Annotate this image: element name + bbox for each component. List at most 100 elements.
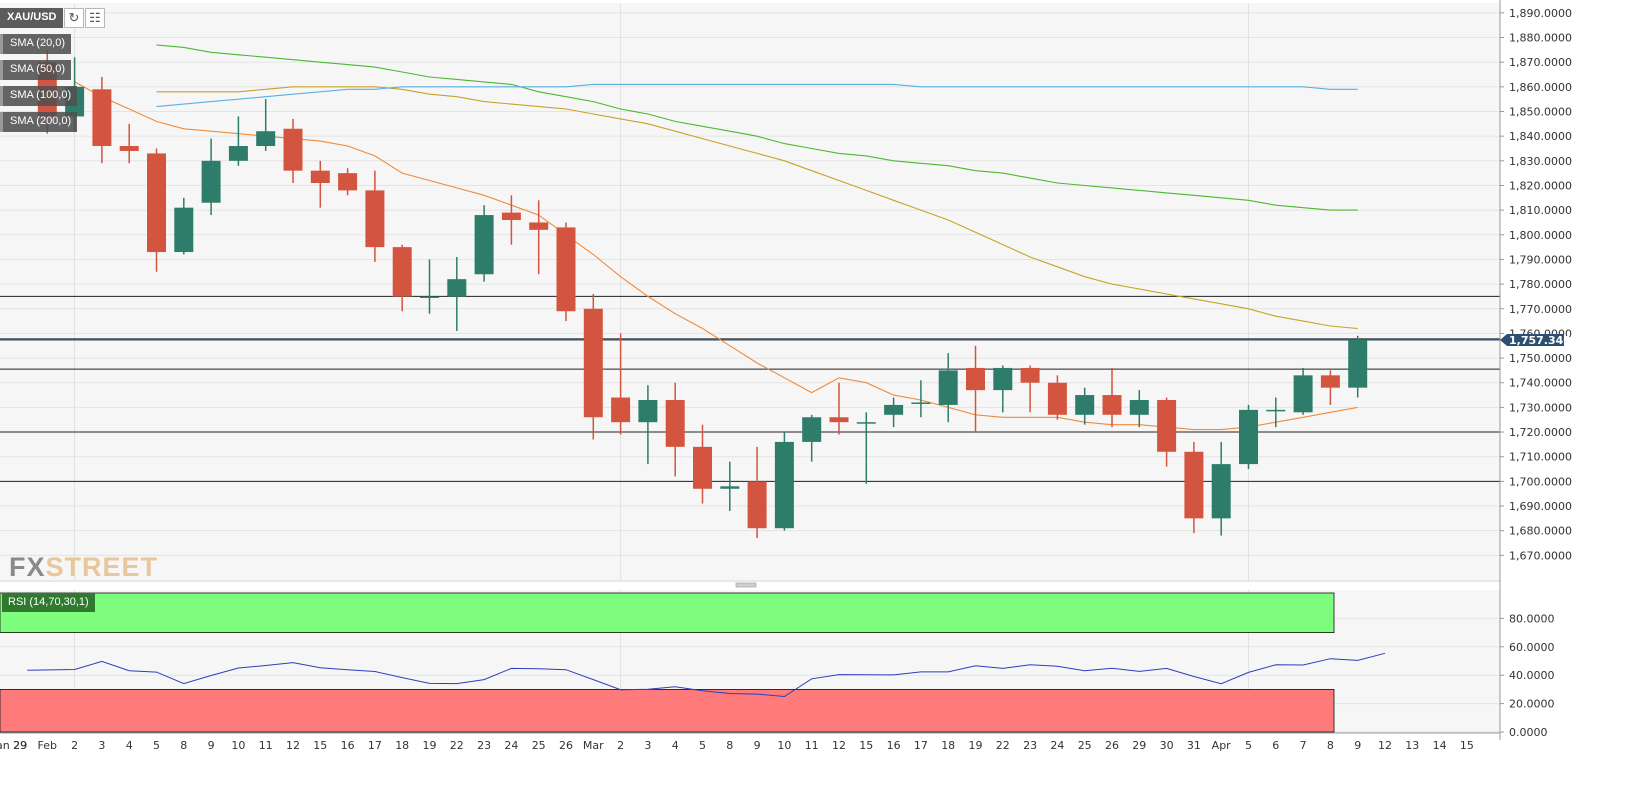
candle-body [993,367,1013,391]
date-tick-label: 15 [859,739,873,752]
candle [474,205,494,282]
price-tick-label: 1,850.0000 [1509,105,1572,118]
rsi-tick-label: 40.0000 [1509,669,1555,682]
symbol-label[interactable]: XAU/USD [0,8,63,28]
date-tick-label: 12 [832,739,846,752]
candle [774,432,794,531]
candle-body [174,207,194,253]
candle [119,123,139,164]
price-tick-label: 1,710.0000 [1509,451,1572,464]
date-tick-label: 3 [644,739,651,752]
date-tick-label: an 29 [0,739,27,752]
candle-body [1102,395,1122,415]
date-tick-label: 2 [71,739,78,752]
sma-100-line [156,44,1358,211]
price-tick-label: 1,770.0000 [1509,303,1572,316]
sma-20-label[interactable]: SMA (20,0) [0,34,72,54]
date-tick-label: 15 [1460,739,1474,752]
candle-body [693,446,712,489]
candle-body [474,215,494,275]
candle [747,446,767,539]
last-price-tag [1500,333,1564,346]
candle [1211,441,1231,536]
date-tick-label: 18 [395,739,409,752]
candle-body [966,367,985,391]
date-tick-label: 25 [532,739,546,752]
candle-body [256,131,276,147]
price-tick-label: 1,700.0000 [1509,475,1572,488]
price-tick-label: 1,730.0000 [1509,401,1572,414]
candle-body [310,170,330,184]
date-tick-label: 19 [969,739,983,752]
date-tick-label: 23 [1023,739,1037,752]
rsi-overbought-zone [0,592,1335,633]
candle-body [501,212,521,220]
date-tick-label: 19 [423,739,437,752]
candle [92,76,112,164]
date-tick-label: 26 [559,739,573,752]
candle [529,200,549,275]
sma-100-label[interactable]: SMA (100,0) [0,86,78,106]
fxstreet-logo: FXSTREET [9,552,159,582]
candle [638,385,658,465]
candle [420,259,439,314]
candle-body [119,146,139,151]
refresh-icon[interactable]: ↻ [64,8,84,28]
date-tick-label: 4 [672,739,679,752]
candle [1047,375,1067,420]
price-tick-label: 1,810.0000 [1509,204,1572,217]
candle [1129,390,1149,428]
candle [966,345,985,433]
candle [993,365,1013,413]
price-tick-label: 1,780.0000 [1509,278,1572,291]
date-tick-label: 4 [126,739,133,752]
date-tick-label: 17 [914,739,928,752]
date-tick-label: 10 [231,739,245,752]
candle-body [1129,399,1149,415]
date-tick-label: 5 [153,739,160,752]
candle [829,382,849,435]
date-tick-label: 5 [699,739,706,752]
candle-body [938,370,958,405]
price-tick-label: 1,720.0000 [1509,426,1572,439]
candle [802,414,822,462]
candle-body [747,481,767,529]
candle-body [611,397,631,423]
candle [256,99,276,151]
candle-body [447,279,467,297]
candle-body [556,227,576,312]
candle-body [201,160,221,203]
rsi-label[interactable]: RSI (14,70,30,1) [2,593,95,612]
date-tick-label: 12 [286,739,300,752]
pane-resize-handle [735,582,757,588]
chart-settings-icon[interactable]: ☷ [85,8,105,28]
candle [665,382,685,477]
candle [283,118,303,184]
rsi-tick-label: 60.0000 [1509,641,1555,654]
rsi-line [27,652,1386,698]
date-tick-label: 11 [805,739,819,752]
candle [884,397,904,428]
date-tick-label: Mar [583,739,604,752]
candle [1239,404,1258,470]
candle-body [884,404,904,415]
candle [310,160,330,208]
candle [1320,370,1340,405]
candle [556,222,576,322]
candle [1293,367,1313,415]
price-tick-label: 1,840.0000 [1509,130,1572,143]
date-tick-label: 9 [754,739,761,752]
candle [856,412,876,484]
candle-body [802,417,822,442]
sma-50-label[interactable]: SMA (50,0) [0,60,72,80]
date-tick-label: 8 [1327,739,1334,752]
sma-50-line [156,86,1358,330]
candle [447,256,467,331]
candle-body [583,308,603,418]
candle [228,116,248,166]
sma-200-label[interactable]: SMA (200,0) [0,112,78,132]
date-tick-label: 15 [313,739,327,752]
candle-body [1266,409,1286,412]
